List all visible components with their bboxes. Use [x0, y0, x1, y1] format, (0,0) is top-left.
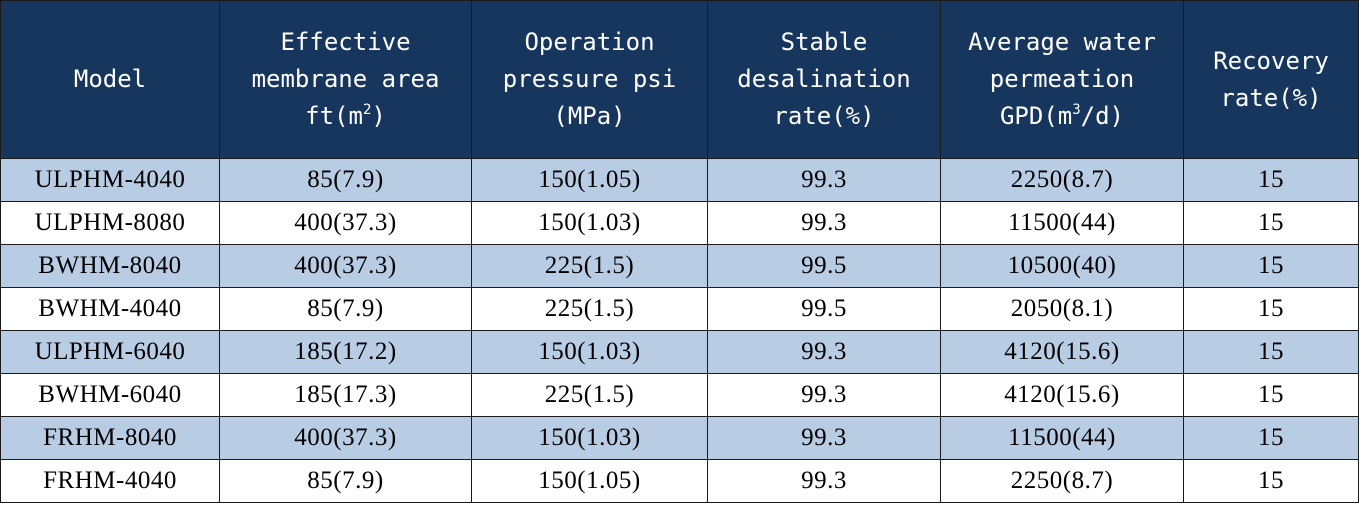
table-row: BWHM-4040 85(7.9) 225(1.5) 99.5 2050(8.1…	[0, 287, 1359, 331]
table-row: ULPHM-6040 185(17.2) 150(1.03) 99.3 4120…	[0, 330, 1359, 374]
cell-water-permeation: 2250(8.7)	[940, 459, 1184, 503]
header-membrane-area: Effective membrane area ft(m2)	[219, 0, 472, 159]
cell-water-permeation: 4120(15.6)	[940, 373, 1184, 417]
cell-operation-pressure: 150(1.05)	[471, 459, 708, 503]
header-water-permeation: Average water permeation GPD(m3/d)	[940, 0, 1184, 159]
cell-recovery-rate: 15	[1183, 287, 1359, 331]
cell-recovery-rate: 15	[1183, 244, 1359, 288]
cell-water-permeation: 2050(8.1)	[940, 287, 1184, 331]
cell-desalination-rate: 99.3	[707, 158, 941, 202]
cell-recovery-rate: 15	[1183, 158, 1359, 202]
cell-membrane-area: 185(17.3)	[219, 373, 472, 417]
header-recovery-line2: rate(%)	[1220, 83, 1322, 112]
cell-operation-pressure: 150(1.03)	[471, 330, 708, 374]
cell-water-permeation: 2250(8.7)	[940, 158, 1184, 202]
cell-desalination-rate: 99.5	[707, 287, 941, 331]
cell-membrane-area: 85(7.9)	[219, 287, 472, 331]
cell-recovery-rate: 15	[1183, 459, 1359, 503]
header-membrane-area-line2: membrane area	[251, 65, 440, 93]
header-model: Model	[0, 0, 220, 159]
cell-membrane-area: 85(7.9)	[219, 459, 472, 503]
header-pressure-line3: (MPa)	[553, 102, 626, 130]
table-row: BWHM-6040 185(17.3) 225(1.5) 99.3 4120(1…	[0, 373, 1359, 417]
cell-operation-pressure: 150(1.03)	[471, 201, 708, 245]
cell-desalination-rate: 99.3	[707, 459, 941, 503]
cell-model: BWHM-6040	[0, 373, 220, 417]
cell-model: ULPHM-4040	[0, 158, 220, 202]
cell-desalination-rate: 99.3	[707, 201, 941, 245]
cell-water-permeation: 11500(44)	[940, 416, 1184, 460]
cell-recovery-rate: 15	[1183, 373, 1359, 417]
header-pressure-line2: pressure psi	[502, 65, 677, 93]
header-permeation-line1: Average water	[968, 28, 1156, 56]
cell-operation-pressure: 150(1.03)	[471, 416, 708, 460]
header-desal-line2: desalination	[737, 65, 911, 93]
cell-model: FRHM-8040	[0, 416, 220, 460]
cell-model: BWHM-4040	[0, 287, 220, 331]
header-recovery-line1: Recovery	[1213, 46, 1329, 75]
table-row: ULPHM-8080 400(37.3) 150(1.03) 99.3 1150…	[0, 201, 1359, 245]
header-membrane-area-line1: Effective	[280, 28, 411, 56]
cell-model: ULPHM-8080	[0, 201, 220, 245]
header-recovery-rate: Recovery rate(%)	[1183, 0, 1359, 159]
cell-model: BWHM-8040	[0, 244, 220, 288]
cell-model: FRHM-4040	[0, 459, 220, 503]
table-row: ULPHM-4040 85(7.9) 150(1.05) 99.3 2250(8…	[0, 158, 1359, 202]
table-row: BWHM-8040 400(37.3) 225(1.5) 99.5 10500(…	[0, 244, 1359, 288]
header-permeation-line3: GPD(m3/d)	[999, 102, 1125, 130]
cell-model: ULPHM-6040	[0, 330, 220, 374]
cell-water-permeation: 4120(15.6)	[940, 330, 1184, 374]
cell-recovery-rate: 15	[1183, 416, 1359, 460]
header-permeation-line2: permeation	[989, 65, 1135, 93]
cell-recovery-rate: 15	[1183, 201, 1359, 245]
cell-recovery-rate: 15	[1183, 330, 1359, 374]
header-desal-line1: Stable	[780, 28, 868, 56]
cell-operation-pressure: 225(1.5)	[471, 244, 708, 288]
cell-membrane-area: 185(17.2)	[219, 330, 472, 374]
cell-desalination-rate: 99.3	[707, 330, 941, 374]
cell-membrane-area: 400(37.3)	[219, 244, 472, 288]
cell-desalination-rate: 99.3	[707, 416, 941, 460]
cell-membrane-area: 400(37.3)	[219, 201, 472, 245]
cell-desalination-rate: 99.3	[707, 373, 941, 417]
header-desalination-rate: Stable desalination rate(%)	[707, 0, 941, 159]
cell-operation-pressure: 225(1.5)	[471, 287, 708, 331]
cell-operation-pressure: 150(1.05)	[471, 158, 708, 202]
header-desal-line3: rate(%)	[773, 102, 875, 130]
table-row: FRHM-4040 85(7.9) 150(1.05) 99.3 2250(8.…	[0, 459, 1359, 503]
cell-desalination-rate: 99.5	[707, 244, 941, 288]
header-membrane-area-line3: ft(m2)	[305, 102, 386, 130]
cell-water-permeation: 10500(40)	[940, 244, 1184, 288]
cell-water-permeation: 11500(44)	[940, 201, 1184, 245]
header-row: Model Effective membrane area ft(m2) Ope…	[0, 0, 1359, 159]
table-row: FRHM-8040 400(37.3) 150(1.03) 99.3 11500…	[0, 416, 1359, 460]
header-operation-pressure: Operation pressure psi (MPa)	[471, 0, 708, 159]
cell-operation-pressure: 225(1.5)	[471, 373, 708, 417]
cell-membrane-area: 400(37.3)	[219, 416, 472, 460]
header-pressure-line1: Operation	[524, 28, 655, 56]
cell-membrane-area: 85(7.9)	[219, 158, 472, 202]
